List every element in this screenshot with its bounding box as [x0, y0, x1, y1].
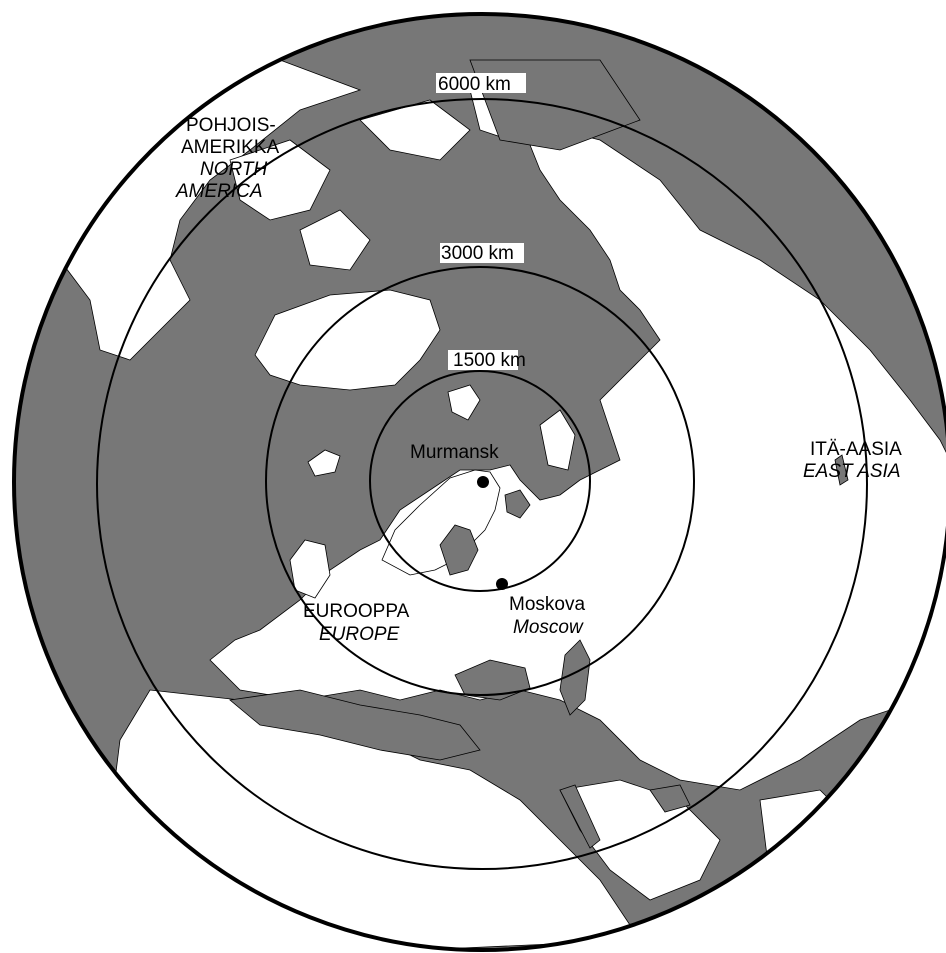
region-north-america: POHJOIS- AMERIKKA NORTH AMERICA — [175, 115, 280, 202]
murmansk-marker — [477, 476, 489, 488]
ring-label-6000: 6000 km — [438, 74, 511, 95]
water-persian-gulf — [649, 784, 691, 813]
ring-1500km — [369, 370, 591, 592]
region-europe: EUROOPPA EUROPE — [303, 601, 410, 645]
water-mediterranean — [229, 689, 481, 761]
water-baltic-sea — [439, 524, 479, 576]
europe-fi: EUROOPPA — [303, 601, 410, 622]
ring-label-bg-1500 — [448, 350, 518, 370]
east-asia-fi: ITÄ-AASIA — [810, 439, 902, 460]
land-iceland — [307, 449, 341, 477]
europe-en: EUROPE — [319, 624, 400, 645]
ring-6000km — [96, 98, 868, 870]
north-america-fi-line1: POHJOIS- — [186, 115, 276, 136]
east-asia-en: EAST ASIA — [803, 461, 901, 482]
north-america-en-line2: AMERICA — [175, 181, 263, 202]
ring-label-bg-6000 — [436, 73, 526, 93]
moscow-label-en: Moscow — [513, 617, 584, 638]
ring-label-bg-3000 — [440, 243, 524, 263]
ring-label-3000: 3000 km — [441, 243, 514, 264]
water-lake-baikal — [834, 454, 849, 486]
globe-outline — [12, 12, 946, 952]
north-america-en-line1: NORTH — [200, 159, 267, 180]
region-east-asia: ITÄ-AASIA EAST ASIA — [803, 439, 902, 482]
moscow-marker — [496, 578, 508, 590]
land-arctic-islands — [229, 89, 521, 271]
land-eurasia — [209, 119, 946, 791]
murmansk-label: Murmansk — [410, 442, 499, 463]
water-red-sea — [559, 784, 601, 849]
distance-rings — [96, 98, 868, 870]
ring-label-1500: 1500 km — [453, 350, 526, 371]
north-america-fi-line2: AMERIKKA — [181, 137, 280, 158]
moscow-label-fi: Moskova — [509, 594, 585, 615]
city-murmansk: Murmansk — [410, 442, 499, 488]
water-caspian-sea — [559, 639, 591, 716]
water-white-sea — [504, 489, 531, 519]
land-scandinavia — [381, 469, 501, 576]
land-india — [759, 789, 861, 921]
land-svalbard — [447, 384, 481, 421]
city-moscow: Moskova Moscow — [496, 578, 585, 638]
ring-3000km — [265, 266, 695, 696]
land-novaya-zemlya — [539, 409, 576, 471]
